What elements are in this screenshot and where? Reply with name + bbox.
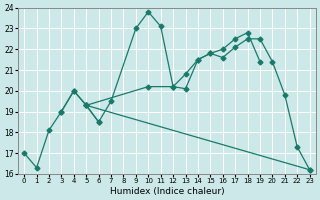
X-axis label: Humidex (Indice chaleur): Humidex (Indice chaleur) [109, 187, 224, 196]
